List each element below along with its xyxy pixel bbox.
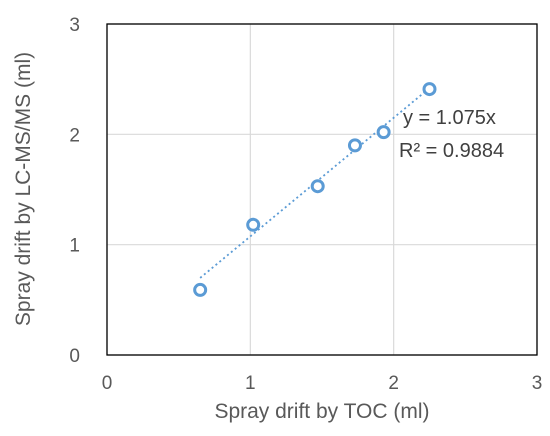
x-tick-labels: 0 1 2 3 [102,373,543,394]
data-point [376,125,391,140]
plot-area-border [106,23,538,356]
data-point [310,179,325,194]
data-point [193,282,208,297]
x-tick-label: 3 [532,373,543,394]
y-tick-label: 1 [69,236,80,257]
r-squared-label: R² = 0.9884 [399,140,504,162]
trendline-equation: y = 1.075x [403,107,496,129]
x-tick-label: 1 [245,373,256,394]
data-points [193,82,437,297]
y-tick-label: 0 [69,346,80,367]
y-tick-label: 2 [69,125,80,146]
data-point [246,217,261,232]
x-tick-label: 2 [388,373,399,394]
data-point [422,82,437,97]
y-tick-label: 3 [69,15,80,36]
y-axis-title: Spray drift by LC-MS/MS (ml) [12,52,35,326]
y-tick-labels: 0 1 2 3 [69,15,80,367]
data-point [347,138,362,153]
x-tick-label: 0 [102,373,113,394]
x-axis-title: Spray drift by TOC (ml) [214,400,429,423]
